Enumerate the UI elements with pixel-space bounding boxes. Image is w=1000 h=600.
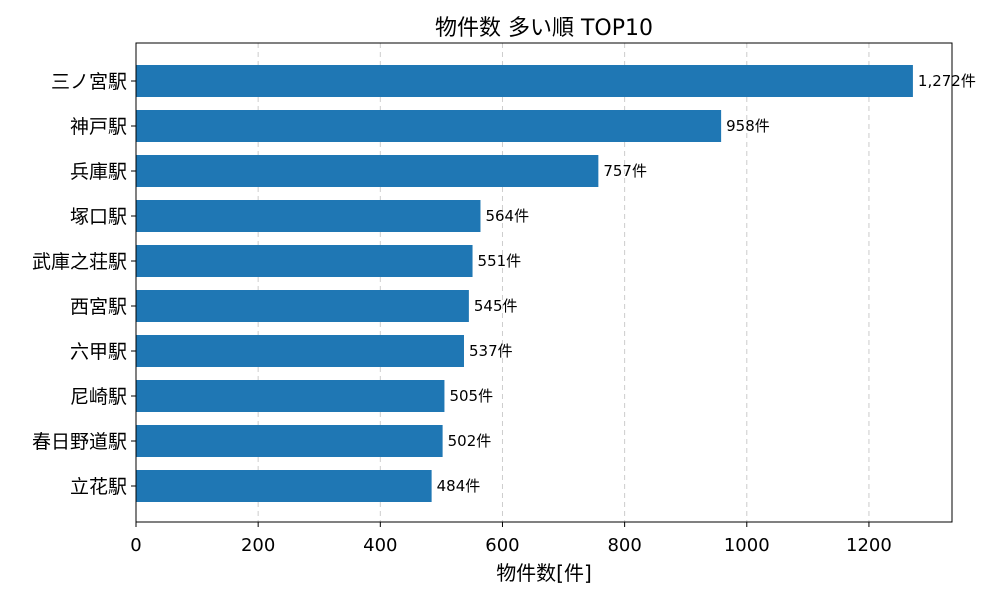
x-tick-label: 600 [485, 535, 519, 556]
x-axis-tick-labels: 0 200 400 600 800 1000 1200 [130, 522, 892, 556]
y-tick-label: 塚口駅 [70, 206, 127, 228]
x-tick-label: 1200 [846, 535, 892, 556]
bar [136, 470, 432, 502]
bar [136, 335, 464, 367]
data-label: 757件 [603, 162, 647, 180]
bar [136, 380, 445, 412]
chart-title: 物件数 多い順 TOP10 [435, 16, 653, 41]
y-tick-label: 六甲駅 [70, 341, 127, 363]
y-tick-label: 兵庫駅 [70, 161, 127, 183]
x-tick-label: 800 [607, 535, 641, 556]
data-label: 958件 [726, 117, 770, 135]
x-tick-label: 1000 [724, 535, 770, 556]
bar [136, 110, 722, 142]
data-label: 545件 [474, 297, 518, 315]
y-tick-label: 尼崎駅 [70, 386, 127, 408]
x-tick-label: 200 [241, 535, 275, 556]
x-tick-label: 0 [130, 535, 141, 556]
y-tick-label: 西宮駅 [70, 296, 127, 318]
y-tick-label: 武庫之荘駅 [32, 251, 127, 273]
data-label: 551件 [478, 252, 522, 270]
y-tick-label: 神戸駅 [70, 116, 127, 138]
y-tick-label: 三ノ宮駅 [51, 71, 127, 93]
data-labels: 1,272件 958件 757件 564件 551件 545件 537件 505件 502件 48… [437, 72, 976, 495]
bar [136, 425, 443, 457]
data-label: 505件 [449, 387, 493, 405]
y-tick-label: 春日野道駅 [32, 431, 127, 453]
bar [136, 245, 473, 277]
plot-frame [135, 42, 953, 523]
data-label: 484件 [437, 477, 481, 495]
y-tick-label: 立花駅 [70, 476, 127, 498]
bar [136, 290, 469, 322]
data-label: 502件 [448, 432, 492, 450]
bars [136, 65, 913, 502]
x-axis-label: 物件数[件] [496, 561, 592, 585]
data-label: 564件 [485, 207, 529, 225]
bar [136, 65, 913, 97]
data-label: 1,272件 [918, 72, 976, 90]
x-tick-label: 400 [363, 535, 397, 556]
bar [136, 155, 599, 187]
bar [136, 200, 481, 232]
data-label: 537件 [469, 342, 513, 360]
